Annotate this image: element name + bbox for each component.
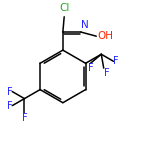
Text: OH: OH bbox=[97, 31, 113, 41]
Text: F: F bbox=[22, 113, 27, 123]
Text: Cl: Cl bbox=[59, 3, 69, 13]
Text: F: F bbox=[7, 101, 12, 111]
Text: F: F bbox=[88, 63, 93, 73]
Text: F: F bbox=[114, 56, 119, 66]
Text: F: F bbox=[7, 86, 12, 97]
Text: F: F bbox=[104, 68, 109, 78]
Text: N: N bbox=[81, 20, 89, 30]
